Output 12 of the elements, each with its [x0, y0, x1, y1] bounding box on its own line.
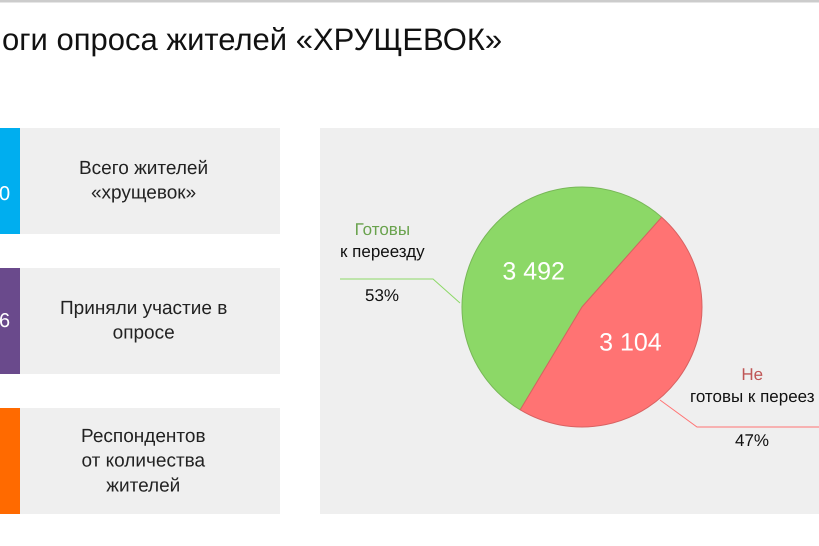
text: 6: [0, 310, 10, 332]
text: 47%: [735, 431, 770, 450]
data-label: 3 492: [502, 257, 565, 286]
text: 53%: [365, 286, 400, 305]
data-label: 3 104: [599, 328, 662, 357]
category-label: Всего жителей «хрущевок»: [79, 158, 208, 204]
slice-label: Готовы к переезду: [340, 220, 426, 262]
category-label: Респондентов от количества жителей: [81, 426, 206, 496]
category-label: Приняли участие в опросе: [60, 298, 228, 344]
text: оги опроса жителей «ХРУЩЕВОК»: [2, 22, 502, 57]
slice-label: Не готовы к переез: [690, 365, 815, 406]
text: 0: [0, 183, 10, 205]
